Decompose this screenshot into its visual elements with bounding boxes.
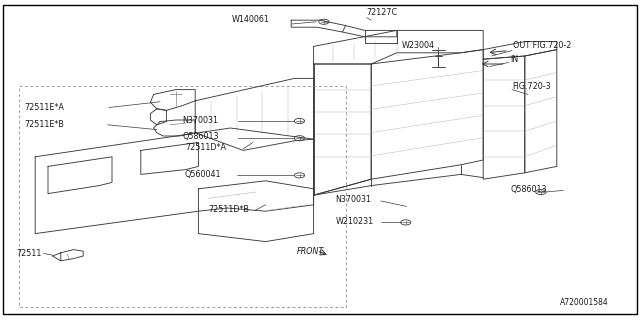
Text: OUT FIG.720-2: OUT FIG.720-2	[513, 41, 572, 50]
Text: A720001584: A720001584	[560, 298, 609, 307]
Text: Q586013: Q586013	[182, 132, 219, 141]
Text: Q586013: Q586013	[511, 185, 547, 194]
Text: 72511D*A: 72511D*A	[186, 143, 227, 152]
Text: FIG.720-3: FIG.720-3	[512, 82, 550, 91]
Text: 72511E*B: 72511E*B	[24, 120, 64, 129]
Text: 72511E*A: 72511E*A	[24, 103, 64, 112]
Text: 72127C: 72127C	[367, 8, 398, 17]
Text: 72511: 72511	[17, 249, 42, 258]
Text: Q560041: Q560041	[184, 170, 221, 179]
Text: N370031: N370031	[182, 116, 218, 124]
Text: N370031: N370031	[335, 195, 371, 204]
Text: W140061: W140061	[232, 15, 269, 24]
Text: W210231: W210231	[335, 217, 374, 226]
Text: FRONT: FRONT	[297, 247, 324, 256]
Text: W23004: W23004	[402, 41, 435, 50]
Text: 72511D*B: 72511D*B	[208, 205, 249, 214]
Text: IN: IN	[510, 55, 518, 64]
